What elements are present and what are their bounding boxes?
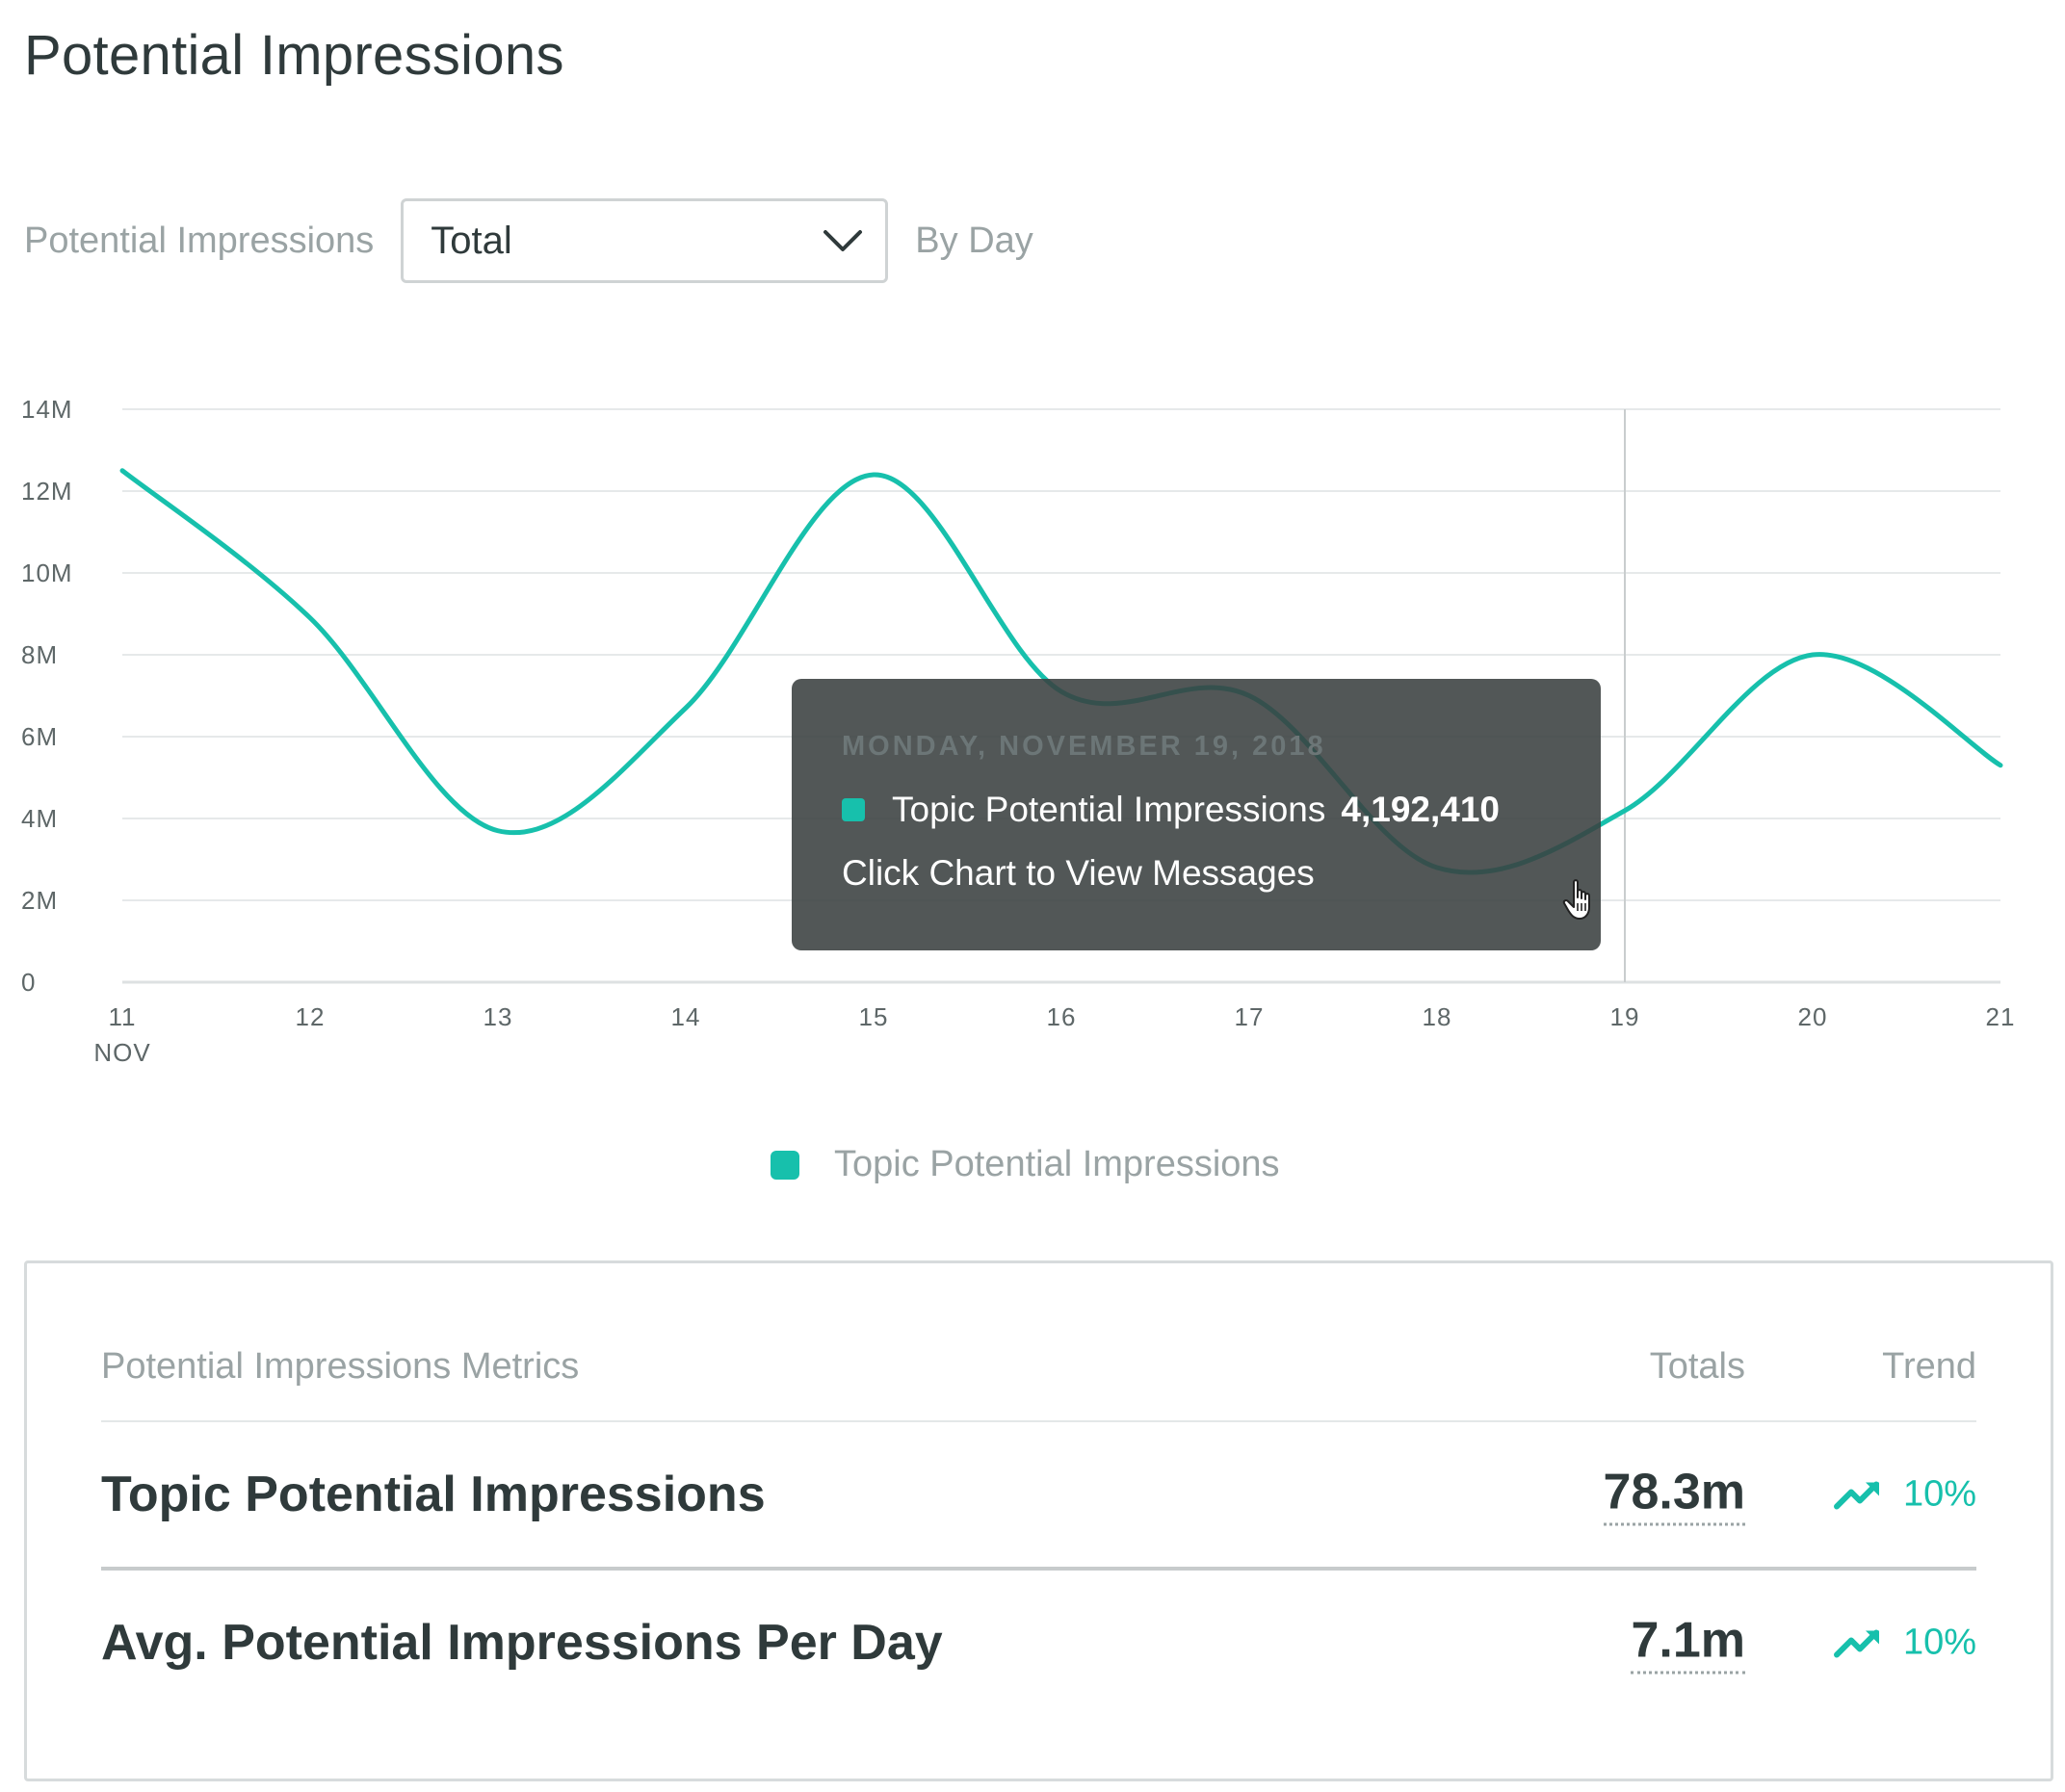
metrics-header-name: Potential Impressions Metrics — [101, 1346, 580, 1387]
tooltip-series-value: 4,192,410 — [1341, 790, 1500, 829]
y-tick-label: 0 — [21, 968, 36, 997]
chevron-down-icon — [823, 230, 863, 251]
y-tick-label: 6M — [21, 722, 58, 751]
x-axis-month-label: NOV — [93, 1038, 150, 1067]
legend-label: Topic Potential Impressions — [834, 1144, 1280, 1184]
x-tick-label: 15 — [859, 1002, 889, 1031]
metric-trend-value: 10% — [1902, 1622, 1976, 1663]
trending-up-icon — [1833, 1481, 1879, 1509]
pointer-hand-icon — [1562, 879, 1590, 920]
metric-total[interactable]: 7.1m — [1631, 1612, 1745, 1675]
metric-label: Potential Impressions — [24, 220, 375, 261]
x-tick-label: 12 — [296, 1002, 326, 1031]
metric-row: Avg. Potential Impressions Per Day 7.1m … — [101, 1571, 1976, 1715]
x-tick-label: 17 — [1235, 1002, 1265, 1031]
interval-label: By Day — [915, 220, 1033, 261]
metric-trend: 10% — [1833, 1473, 1976, 1516]
metric-name: Avg. Potential Impressions Per Day — [101, 1615, 943, 1671]
x-tick-label: 11 — [109, 1002, 137, 1031]
tooltip-series-row: Topic Potential Impressions 4,192,410 — [842, 790, 1601, 830]
tooltip-series-swatch — [842, 798, 865, 821]
metrics-card: Potential Impressions Metrics Totals Tre… — [24, 1260, 2053, 1781]
trending-up-icon — [1833, 1629, 1879, 1657]
chart-legend[interactable]: Topic Potential Impressions — [771, 1144, 1280, 1185]
metrics-header-totals: Totals — [1649, 1346, 1745, 1387]
x-tick-label: 21 — [1986, 1002, 2016, 1031]
x-tick-label: 16 — [1047, 1002, 1077, 1031]
legend-swatch — [771, 1150, 799, 1180]
y-tick-label: 8M — [21, 640, 58, 669]
metric-trend: 10% — [1833, 1622, 1976, 1664]
tooltip-hint: Click Chart to View Messages — [842, 853, 1315, 893]
aggregation-select[interactable]: Total — [401, 198, 889, 283]
tooltip-series-name: Topic Potential Impressions — [892, 790, 1326, 829]
y-tick-label: 14M — [21, 395, 73, 424]
aggregation-select-value: Total — [431, 219, 512, 262]
metric-name: Topic Potential Impressions — [101, 1467, 766, 1522]
chart-tooltip: MONDAY, NOVEMBER 19, 2018 Topic Potentia… — [792, 679, 1601, 950]
y-tick-label: 10M — [21, 558, 73, 587]
x-tick-label: 14 — [671, 1002, 701, 1031]
metrics-header-trend: Trend — [1882, 1346, 1976, 1387]
metric-trend-value: 10% — [1902, 1473, 1976, 1515]
y-tick-label: 4M — [21, 804, 58, 833]
tooltip-date: MONDAY, NOVEMBER 19, 2018 — [842, 731, 1326, 762]
y-tick-label: 2M — [21, 886, 58, 915]
page-title: Potential Impressions — [24, 24, 564, 87]
x-tick-label: 19 — [1610, 1002, 1640, 1031]
series-line — [119, 468, 2003, 875]
y-tick-label: 12M — [21, 477, 73, 506]
metrics-header: Potential Impressions Metrics Totals Tre… — [101, 1346, 1976, 1422]
metric-row: Topic Potential Impressions 78.3m 10% — [101, 1422, 1976, 1571]
chart-controls: Potential Impressions Total By Day — [24, 196, 1033, 285]
x-tick-label: 13 — [484, 1002, 513, 1031]
metric-total[interactable]: 78.3m — [1603, 1464, 1745, 1526]
x-tick-label: 20 — [1798, 1002, 1828, 1031]
x-tick-label: 18 — [1423, 1002, 1452, 1031]
